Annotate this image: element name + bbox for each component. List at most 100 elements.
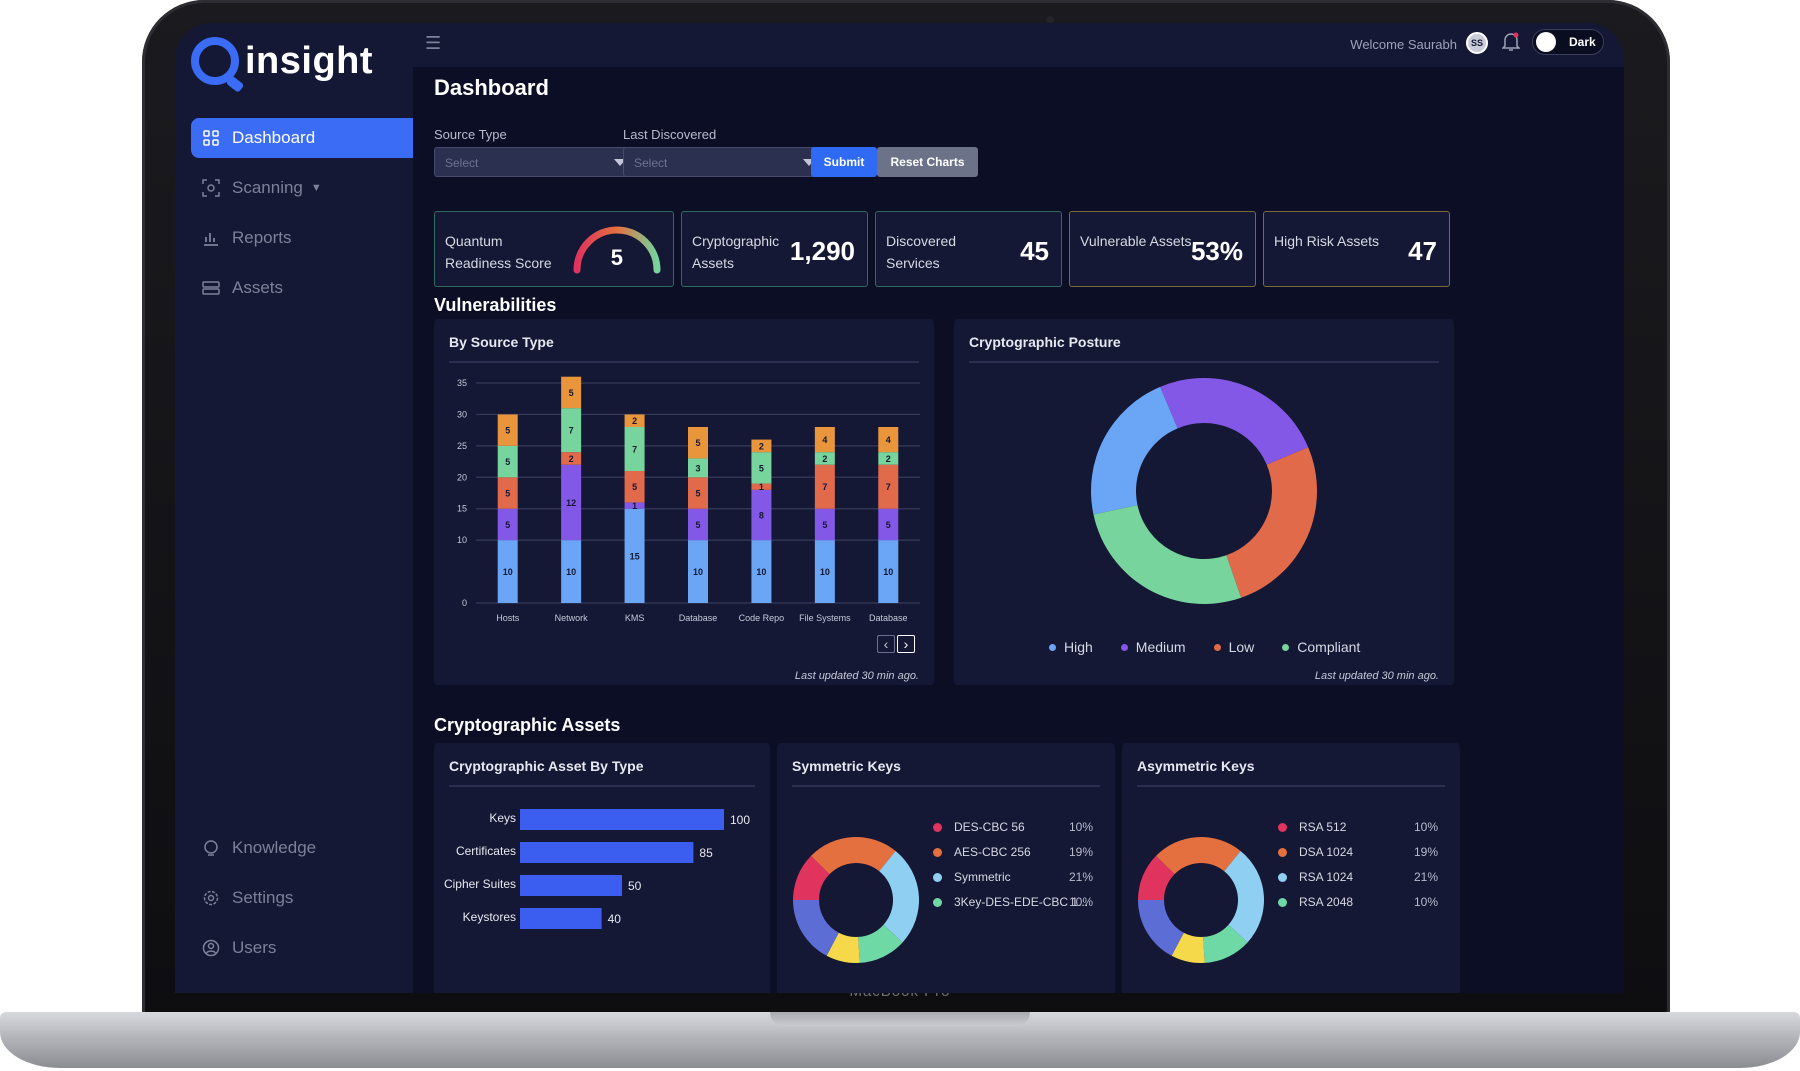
key-legend-row[interactable]: AES-CBC 256 19% — [933, 845, 1093, 859]
bar-segment[interactable] — [814, 464, 835, 509]
horizontal-bar[interactable] — [520, 875, 622, 896]
donut-slice[interactable] — [879, 850, 919, 943]
donut-slice[interactable] — [1160, 378, 1309, 465]
bar-segment[interactable] — [688, 508, 708, 541]
bar-segment[interactable] — [561, 540, 582, 603]
legend-dot — [1278, 847, 1287, 857]
bar-segment[interactable] — [814, 427, 835, 453]
horizontal-bar[interactable] — [520, 908, 602, 929]
sidebar-item-scanning[interactable]: Scanning ▼ — [175, 168, 413, 208]
key-legend-row[interactable]: RSA 512 10% — [1278, 820, 1438, 834]
bar-segment[interactable] — [497, 540, 518, 603]
bar-segment[interactable] — [624, 508, 645, 603]
key-legend-row[interactable]: DES-CBC 56 10% — [933, 820, 1093, 834]
last-discovered-placeholder: Select — [634, 156, 668, 170]
bar-segment[interactable] — [624, 414, 645, 427]
key-legend-row[interactable]: DSA 1024 19% — [1278, 845, 1438, 859]
bar-segment[interactable] — [624, 427, 645, 471]
bar-segment[interactable] — [624, 502, 645, 509]
donut-slice[interactable] — [793, 900, 839, 956]
logo[interactable]: insight — [191, 37, 373, 85]
kpi-cryptographic-assets[interactable]: Cryptographic Assets 1,290 — [681, 211, 868, 287]
kpi-vulnerable-assets[interactable]: Vulnerable Assets 53% — [1069, 211, 1256, 287]
bar-data-label: 10 — [566, 567, 576, 577]
sidebar-item-assets[interactable]: Assets — [175, 268, 413, 308]
legend-dot — [1213, 643, 1221, 651]
bar-segment[interactable] — [751, 540, 772, 603]
theme-toggle[interactable]: Dark — [1532, 29, 1604, 55]
key-legend-row[interactable]: 3Key-DES-EDE-CBC 1... 10% — [933, 895, 1093, 909]
bar-segment[interactable] — [688, 477, 708, 509]
donut-slice[interactable] — [1226, 447, 1317, 598]
donut-slice[interactable] — [1093, 505, 1242, 604]
menu-collapse-icon[interactable]: ☰ — [425, 33, 442, 53]
legend-dot — [1278, 872, 1287, 882]
bar-segment[interactable] — [878, 452, 899, 465]
legend-item-low[interactable]: Low — [1213, 639, 1254, 655]
donut-slice[interactable] — [793, 855, 830, 900]
bar-data-label: 5 — [569, 388, 574, 398]
bar-segment[interactable] — [814, 540, 835, 603]
bar-segment[interactable] — [688, 540, 708, 603]
legend-item-medium[interactable]: Medium — [1120, 639, 1186, 655]
bar-segment[interactable] — [688, 458, 708, 478]
horizontal-bar[interactable] — [520, 809, 724, 830]
donut-slice[interactable] — [826, 932, 860, 963]
sidebar-item-knowledge[interactable]: Knowledge — [175, 828, 413, 868]
donut-slice[interactable] — [1224, 850, 1264, 943]
key-legend-row[interactable]: RSA 1024 21% — [1278, 870, 1438, 884]
donut-slice[interactable] — [811, 837, 896, 875]
sidebar-item-reports[interactable]: Reports — [175, 218, 413, 258]
bar-segment[interactable] — [751, 483, 772, 490]
bar-segment[interactable] — [878, 508, 899, 541]
bar-segment[interactable] — [814, 508, 835, 541]
prev-page-button[interactable]: ‹ — [877, 635, 895, 653]
donut-slice[interactable] — [1138, 855, 1175, 900]
submit-button[interactable]: Submit — [811, 147, 877, 177]
bar-segment[interactable] — [624, 471, 645, 503]
horizontal-bar[interactable] — [520, 842, 694, 863]
source-type-select[interactable]: Select — [434, 147, 637, 177]
bell-icon[interactable] — [1501, 31, 1521, 56]
last-discovered-select[interactable]: Select — [623, 147, 826, 177]
bar-segment[interactable] — [561, 452, 582, 465]
bar-segment[interactable] — [878, 464, 899, 509]
bar-data-label: 2 — [759, 441, 764, 451]
bar-segment[interactable] — [497, 445, 518, 478]
donut-slice[interactable] — [1091, 386, 1178, 515]
sidebar-item-users[interactable]: Users — [175, 928, 413, 968]
bar-segment[interactable] — [497, 508, 518, 541]
key-legend-row[interactable]: Symmetric 21% — [933, 870, 1093, 884]
donut-slice[interactable] — [1156, 837, 1241, 875]
kpi-quantum-readiness[interactable]: Quantum Readiness Score 5 — [434, 211, 674, 287]
bar-segment[interactable] — [688, 427, 708, 459]
sidebar-item-settings[interactable]: Settings — [175, 878, 413, 918]
sidebar-item-label: Dashboard — [232, 128, 316, 147]
bar-segment[interactable] — [751, 452, 772, 484]
reset-charts-button[interactable]: Reset Charts — [877, 147, 978, 177]
bar-segment[interactable] — [751, 439, 772, 453]
next-page-button[interactable]: › — [897, 635, 915, 653]
bar-segment[interactable] — [751, 489, 772, 541]
bar-segment[interactable] — [814, 452, 835, 465]
sidebar-item-dashboard[interactable]: Dashboard — [191, 118, 413, 158]
bar-segment[interactable] — [497, 414, 518, 446]
kpi-high-risk-assets[interactable]: High Risk Assets 47 — [1263, 211, 1450, 287]
avatar[interactable]: SS — [1466, 32, 1488, 54]
bar-segment[interactable] — [878, 427, 899, 453]
donut-slice[interactable] — [1138, 900, 1184, 956]
bar-segment[interactable] — [497, 477, 518, 509]
bar-segment[interactable] — [561, 464, 582, 541]
cryptographic-posture-card: Cryptographic Posture High Medium Low Co… — [954, 319, 1454, 685]
bar-segment[interactable] — [561, 408, 582, 453]
kpi-discovered-services[interactable]: Discovered Services 45 — [875, 211, 1062, 287]
bar-segment[interactable] — [878, 540, 899, 603]
donut-slice[interactable] — [1203, 924, 1248, 963]
card-title: Cryptographic Asset By Type — [449, 758, 644, 774]
legend-item-compliant[interactable]: Compliant — [1282, 639, 1360, 655]
key-legend-row[interactable]: RSA 2048 10% — [1278, 895, 1438, 909]
legend-item-high[interactable]: High — [1049, 639, 1093, 655]
bar-segment[interactable] — [561, 376, 582, 409]
donut-slice[interactable] — [1171, 932, 1205, 963]
donut-slice[interactable] — [858, 924, 903, 963]
